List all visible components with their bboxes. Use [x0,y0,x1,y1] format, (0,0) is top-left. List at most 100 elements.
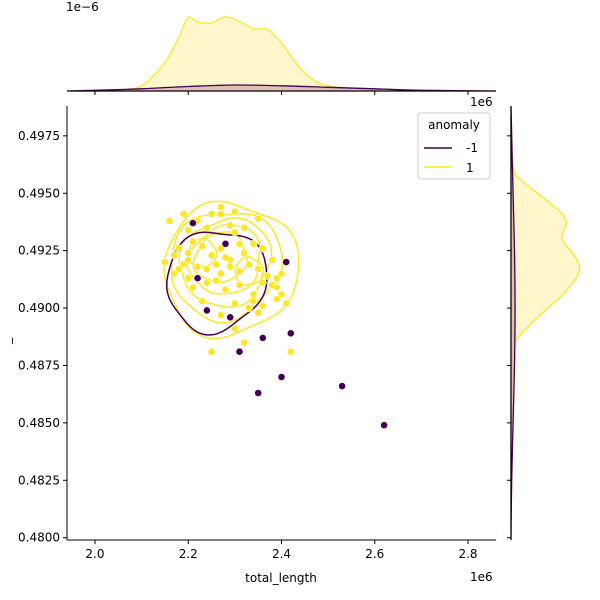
point-anomaly-1-58 [184,274,193,283]
point-anomaly-1-66 [170,251,179,260]
top-marginal-offset-label: 1e−6 [66,0,99,14]
point-anomaly--1-9 [277,373,286,381]
y-tick-label-7: 0.4975 [18,129,60,143]
point-anomaly-1-43 [277,290,286,299]
point-anomaly-1-25 [193,262,202,271]
point-anomaly-1-60 [221,253,230,262]
right-density-anomaly--1 [510,105,516,541]
point-anomaly-1-5 [216,209,225,218]
point-anomaly-1-32 [254,265,263,273]
point-anomaly-1-6 [216,203,225,211]
point-anomaly-1-18 [240,249,249,257]
point-anomaly-1-27 [212,260,221,269]
point-anomaly-1-61 [268,255,277,264]
contour-1-level-2 [178,217,273,309]
point-anomaly--1-6 [258,333,267,342]
x-tick-label-4: 2.8 [458,547,477,561]
point-anomaly--1-2 [282,258,291,266]
point-anomaly-1-54 [207,347,216,356]
point-anomaly-1-34 [272,274,281,283]
point-anomaly-1-48 [272,294,281,303]
point-anomaly-1-20 [258,244,267,253]
point-anomaly--1-8 [235,347,244,356]
point-anomaly-1-49 [282,299,291,308]
top-density-anomaly--1 [66,84,497,92]
point-anomaly--1-1 [221,239,230,248]
point-anomaly-1-45 [230,299,239,308]
point-anomaly--1-12 [380,421,388,430]
point-anomaly-1-0 [165,216,174,225]
point-anomaly-1-2 [184,226,193,234]
point-anomaly-1-57 [174,265,183,273]
y-tick-label-3: 0.4875 [18,358,60,372]
point-anomaly--1-3 [193,274,202,283]
y-tick-label-4: 0.4900 [18,301,60,315]
point-anomaly-1-63 [230,207,239,216]
point-anomaly-1-1 [179,209,188,218]
contour-1-level-4 [192,231,248,284]
y-tick-label-2: 0.4850 [18,416,60,430]
legend-title: anomaly [428,118,480,132]
point-anomaly--1-10 [254,389,263,397]
point-anomaly-1-50 [216,311,225,319]
point-anomaly-1-53 [230,324,239,333]
point-anomaly-1-10 [174,244,183,253]
point-anomaly-1-33 [263,271,272,280]
point-anomaly--1-11 [338,382,346,390]
point-anomaly-1-36 [188,283,197,292]
x-offset-label: 1e6 [470,570,493,584]
point-anomaly-1-46 [249,297,258,306]
x-tick-label-2: 2.4 [272,547,291,561]
point-anomaly-1-7 [226,221,235,230]
point-anomaly--1-7 [286,329,295,338]
x-tick-label-3: 2.6 [365,547,384,561]
right-density-anomaly-1 [510,105,581,541]
point-anomaly-1-8 [230,228,239,237]
point-anomaly-1-56 [286,347,295,356]
legend-label-anomaly-1: 1 [466,161,474,175]
point-anomaly-1-59 [212,276,221,285]
point-anomaly-1-44 [198,297,207,306]
point-anomaly-1-52 [254,308,263,317]
point-anomaly-1-21 [160,258,169,266]
point-anomaly-1-22 [170,269,179,278]
x-axis-label: total_length [245,571,317,585]
point-anomaly-1-37 [202,278,211,287]
point-anomaly-1-39 [235,281,244,289]
contour-1-level-0 [163,200,300,340]
legend-box [417,112,491,180]
point-anomaly-1-40 [249,290,258,299]
point-anomaly-1-19 [249,239,258,248]
x-tick-label-0: 2.0 [85,547,104,561]
scatter-points [160,203,388,430]
point-anomaly-1-15 [216,244,225,253]
point-anomaly-1-4 [202,223,211,232]
point-anomaly-1-41 [258,278,267,287]
point-anomaly-1-64 [207,209,216,218]
point-anomaly--1-4 [202,306,211,315]
point-anomaly-1-14 [207,251,216,260]
y-tick-label-6: 0.4950 [18,186,60,200]
point-anomaly-1-35 [277,269,286,278]
point-anomaly-1-12 [188,237,197,246]
legend-label-anomaly-neg1: -1 [466,141,478,155]
point-anomaly-1-26 [202,265,211,273]
point-anomaly-1-47 [258,301,267,310]
point-anomaly-1-9 [254,214,263,223]
y-offset-label: 1e6 [470,95,493,109]
top-marginal-density [66,16,497,92]
point-anomaly-1-29 [226,262,235,271]
point-anomaly-1-62 [272,283,281,292]
y-tick-label-0: 0.4800 [18,531,60,545]
point-anomaly-1-24 [184,255,193,264]
y-tick-label-5: 0.4925 [18,244,60,258]
contour--1-level-0 [165,231,268,336]
top-density-anomaly-1 [66,16,497,92]
point-anomaly-1-51 [244,304,253,312]
main-scatter-plot [160,200,388,430]
axes: 2.0 2.2 2.4 2.6 2.8 0.4800 0.4825 0.4850 0.4875 0… [18,90,512,561]
point-anomaly-1-55 [240,338,249,347]
point-anomaly-1-17 [235,239,244,248]
point-anomaly-1-13 [198,242,207,250]
